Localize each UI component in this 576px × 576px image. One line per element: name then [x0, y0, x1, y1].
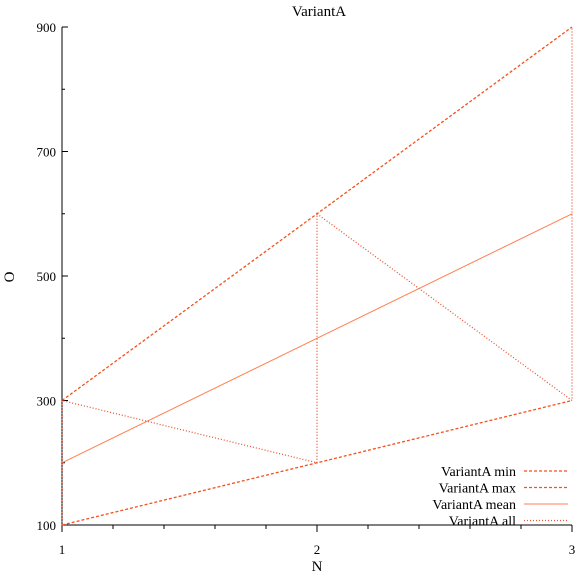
series-line-3: [61, 213, 573, 464]
series-layer: [61, 26, 573, 526]
legend-label: VariantA min: [441, 465, 516, 480]
y-axis-label: O: [2, 271, 18, 282]
x-tick-label: 2: [314, 542, 321, 557]
legend-label: VariantA mean: [432, 498, 516, 513]
series-line-2: [61, 26, 573, 402]
series-line-4: [61, 27, 573, 525]
y-tick-label: 900: [37, 20, 57, 35]
x-tick-label: 3: [569, 542, 576, 557]
x-axis-label: N: [312, 559, 323, 575]
x-tick-label: 1: [59, 542, 66, 557]
legend-label: VariantA max: [439, 482, 516, 497]
axes: 100 300 500 700 900 1 2 3: [37, 20, 576, 557]
y-tick-label: 700: [37, 145, 57, 160]
legend-label: VariantA all: [449, 515, 516, 530]
chart-title: VariantA: [292, 4, 346, 20]
y-tick-label: 300: [37, 394, 57, 409]
y-tick-label: 500: [37, 269, 57, 284]
y-tick-label: 100: [37, 518, 57, 533]
